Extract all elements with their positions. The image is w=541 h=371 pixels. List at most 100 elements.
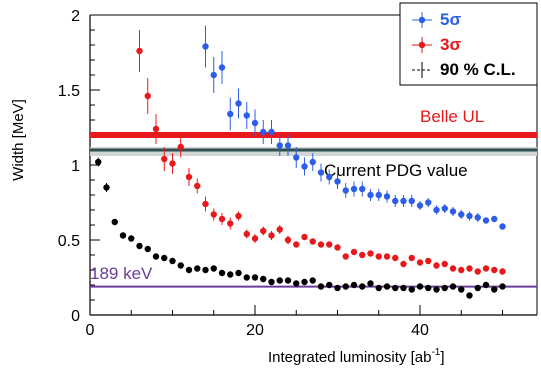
data-point <box>400 260 407 268</box>
data-point <box>449 283 457 290</box>
data-point <box>260 128 267 136</box>
data-point <box>425 284 432 292</box>
data-point <box>367 191 374 199</box>
data-point <box>392 284 399 292</box>
data-point <box>375 284 382 292</box>
data-point <box>334 178 341 185</box>
data-point <box>441 205 448 212</box>
data-point <box>284 142 292 149</box>
data-point <box>458 211 465 218</box>
data-point <box>499 268 506 275</box>
reference-lines <box>90 132 537 288</box>
y-axis-title: Width [MeV] <box>10 99 27 181</box>
data-point <box>152 125 160 133</box>
data-point <box>177 143 184 151</box>
data-point <box>260 275 267 283</box>
data-point <box>169 160 176 167</box>
data-point <box>350 248 358 256</box>
legend-label-3sigma: 3σ <box>440 35 461 54</box>
y-tick-label: 0.5 <box>58 233 80 250</box>
data-point <box>301 163 308 170</box>
legend: 5σ 3σ 90 % C.L. <box>399 2 538 86</box>
data-point <box>433 262 440 269</box>
legend-markers <box>412 12 432 78</box>
data-point <box>103 184 110 191</box>
data-point <box>95 158 102 166</box>
legend-label-5sigma: 5σ <box>440 10 461 29</box>
data-point <box>276 277 283 284</box>
data-point <box>317 283 325 290</box>
data-point <box>408 286 415 293</box>
data-point <box>293 241 300 248</box>
x-tick-label: 40 <box>411 322 429 339</box>
data-point <box>243 112 250 119</box>
data-point <box>441 284 448 292</box>
data-point <box>466 292 473 299</box>
data-point <box>359 185 366 193</box>
data-point <box>309 277 316 284</box>
data-point <box>227 220 234 227</box>
data-point <box>210 71 217 79</box>
data-point <box>194 265 201 272</box>
data-point <box>293 280 300 287</box>
data-point <box>243 274 250 281</box>
data-point <box>425 257 432 265</box>
data-point <box>433 206 440 214</box>
data-point <box>309 158 316 166</box>
data-point <box>474 214 481 221</box>
data-point <box>491 215 498 223</box>
belle-ul-label: Belle UL <box>420 107 484 126</box>
data-point <box>367 280 374 287</box>
data-point <box>276 142 283 149</box>
data-point <box>251 235 259 242</box>
data-point <box>276 226 283 233</box>
data-point <box>227 110 234 118</box>
data-point <box>144 92 151 100</box>
data-point <box>474 284 481 292</box>
data-point <box>194 182 201 190</box>
data-point <box>491 266 498 274</box>
data-point <box>227 271 234 278</box>
data-point <box>251 274 259 281</box>
data-point <box>400 197 407 205</box>
x-axis-title-end: ] <box>440 349 444 366</box>
data-point <box>136 242 143 250</box>
x-tick-label: 0 <box>86 322 95 339</box>
data-point <box>268 232 275 239</box>
data-point <box>416 259 424 266</box>
data-point <box>458 286 465 293</box>
data-point <box>416 202 424 209</box>
keV-label: 189 keV <box>90 264 153 283</box>
data-point <box>185 266 193 274</box>
data-point <box>350 185 358 193</box>
data-point <box>359 251 366 259</box>
data-point <box>449 208 457 215</box>
data-point <box>334 284 341 292</box>
y-tick-label: 1 <box>71 158 80 175</box>
data-point <box>284 277 292 284</box>
data-point <box>433 286 440 293</box>
data-point <box>326 241 333 248</box>
data-points <box>95 25 506 299</box>
data-point <box>499 223 506 230</box>
data-point <box>326 281 333 289</box>
data-point <box>301 233 308 241</box>
data-point <box>466 212 473 220</box>
data-point <box>383 253 391 260</box>
data-point <box>482 265 490 272</box>
data-point <box>202 43 209 50</box>
data-point <box>260 227 267 235</box>
pdg-label: Current PDG value <box>324 161 468 180</box>
data-point <box>235 100 242 107</box>
data-point <box>334 244 341 251</box>
x-axis-title: Integrated luminosity [ab-1] <box>268 347 445 366</box>
data-point <box>350 281 358 289</box>
data-point <box>342 253 349 260</box>
data-point <box>301 278 308 286</box>
data-point <box>144 245 151 253</box>
y-tick-label: 1.5 <box>58 83 80 100</box>
data-point <box>161 155 168 163</box>
data-point <box>235 212 242 220</box>
legend-point <box>418 16 426 24</box>
